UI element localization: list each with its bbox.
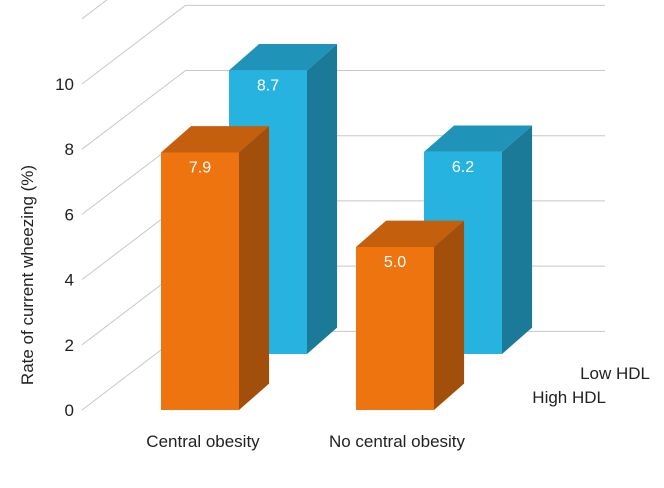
bar-0-0: 7.9 <box>161 126 270 411</box>
category-labels: Central obesity No central obesity <box>146 432 465 451</box>
bar-top-face <box>424 125 533 152</box>
bar-value-label: 8.7 <box>257 77 279 94</box>
series-label: High HDL <box>532 388 606 407</box>
y-tick-label: 0 <box>65 401 74 420</box>
bar-value-label: 7.9 <box>189 159 211 176</box>
bar-side-face <box>307 44 338 355</box>
gridline-side <box>81 4 186 85</box>
y-axis-label: Rate of current wheezing (%) <box>18 165 37 385</box>
bar-top-face <box>161 126 270 153</box>
bar-value-label: 6.2 <box>452 159 474 176</box>
category-label: Central obesity <box>146 432 260 451</box>
gridline-side <box>81 70 186 150</box>
bar-front-face <box>161 152 239 410</box>
bar-front-face <box>356 247 434 410</box>
bar-value-label: 5.0 <box>384 254 406 271</box>
bar-side-face <box>502 125 533 355</box>
bar-top-face <box>229 44 338 71</box>
bar-side-face <box>434 220 465 410</box>
bar-0-1: 5.0 <box>356 220 465 410</box>
y-tick-label: 2 <box>65 336 74 355</box>
series-label: Low HDL <box>580 364 650 383</box>
series-labels: High HDL Low HDL <box>532 364 650 407</box>
gridline-side <box>81 0 108 20</box>
y-tick-label: 6 <box>65 205 74 224</box>
y-tick-label: 4 <box>65 271 74 290</box>
bar-side-face <box>239 126 270 411</box>
y-tick-labels: 0 2 4 6 8 10 <box>55 75 74 420</box>
bars-front-row: 7.9 5.0 <box>161 126 465 411</box>
category-label: No central obesity <box>329 432 466 451</box>
y-tick-label: 10 <box>55 75 74 94</box>
bar-top-face <box>356 220 465 247</box>
y-tick-label: 8 <box>65 140 74 159</box>
